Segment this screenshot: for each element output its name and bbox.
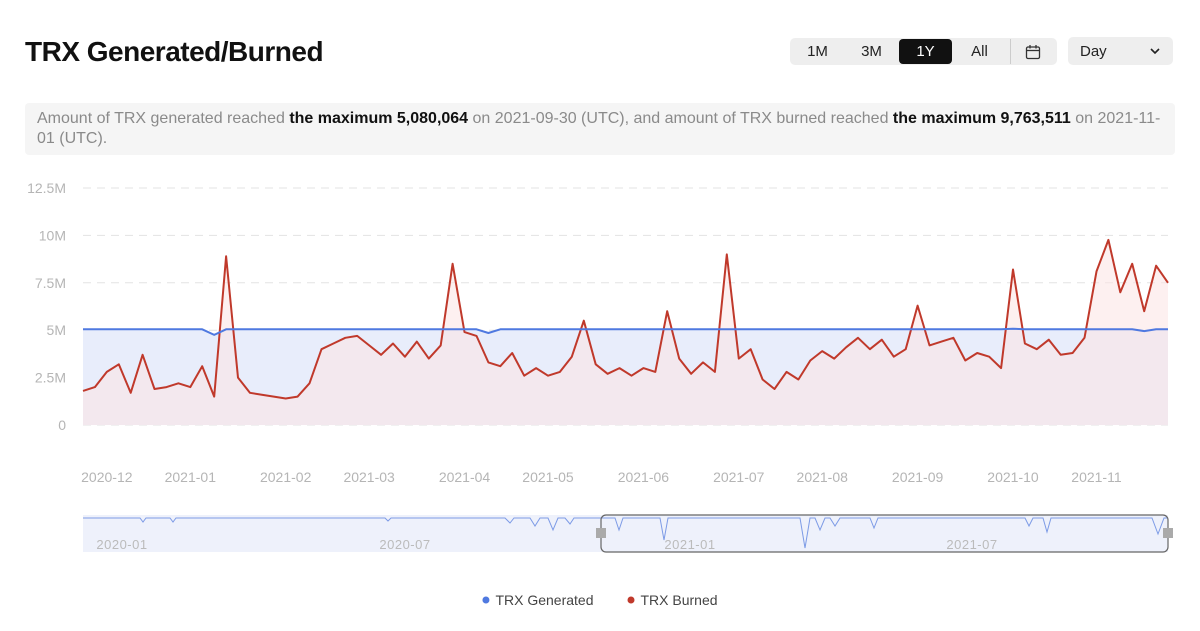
- y-tick-label: 5M: [47, 322, 66, 338]
- summary-highlight: the maximum 9,763,511: [892, 110, 1071, 127]
- range-button[interactable]: 3M: [861, 43, 882, 60]
- x-tick-label: 2021-03: [343, 469, 395, 485]
- y-tick-label: 12.5M: [27, 180, 66, 196]
- area-fill: [83, 239, 1168, 425]
- legend-label: TRX Burned: [641, 592, 718, 608]
- x-tick-label: 2021-11: [1071, 469, 1122, 485]
- x-tick-label: 2021-04: [439, 469, 491, 485]
- navigator-label: 2020-07: [379, 537, 430, 552]
- navigator-line: [83, 517, 1168, 549]
- navigator-label: 2020-01: [96, 537, 147, 552]
- dropdown-arrow: [1150, 48, 1160, 55]
- y-tick-label: 10M: [39, 227, 66, 243]
- calendar-icon: [1025, 44, 1041, 59]
- navigator-label: 2021-07: [946, 537, 997, 552]
- summary-text: on 2021-11-01 (UTC).: [37, 110, 1161, 147]
- navigator-labels: 2020-01 2020-07 2021-01 2021-07: [96, 537, 997, 552]
- range-button[interactable]: All: [971, 43, 988, 60]
- legend-marker: [627, 596, 635, 604]
- x-tick-label: 2021-07: [713, 469, 765, 485]
- navigator-label: 2021-01: [664, 537, 715, 552]
- x-tick-label: 2021-09: [892, 469, 944, 485]
- x-tick-label: 2021-02: [260, 469, 312, 485]
- x-tick-label: 2021-08: [797, 469, 849, 485]
- interval-dropdown[interactable]: Day: [1068, 37, 1173, 65]
- y-tick-label: 2.5M: [35, 370, 66, 386]
- series-line: [82, 238, 1169, 400]
- x-tick-label: 2021-06: [618, 469, 670, 485]
- legend-label: TRX Generated: [495, 592, 593, 608]
- legend: TRX Generated TRX Burned: [482, 592, 718, 608]
- chart-title: TRX Generated/Burned: [25, 36, 324, 67]
- summary-highlight: the maximum 5,080,064: [289, 110, 469, 127]
- series-line: [83, 327, 1168, 336]
- interval-label: Day: [1080, 42, 1107, 60]
- range-button[interactable]: 1M: [807, 43, 828, 60]
- x-tick-label: 2021-10: [987, 469, 1039, 485]
- range-selector: 1M 3M 1Y All: [790, 38, 1057, 65]
- navigator-background: [83, 515, 1168, 552]
- y-tick-label: 0: [58, 417, 66, 433]
- navigator-handle[interactable]: [1163, 528, 1173, 538]
- navigator-handle[interactable]: [596, 528, 606, 538]
- y-tick-label: 7.5M: [35, 275, 66, 291]
- range-button[interactable]: 1Y: [899, 39, 952, 64]
- x-tick-label: 2020-12: [81, 469, 133, 485]
- x-tick-label: 2021-01: [165, 469, 217, 485]
- x-tick-label: 2021-05: [522, 469, 574, 485]
- calendar-button[interactable]: [1010, 39, 1055, 64]
- summary: Amount of TRX generated reached the maxi…: [25, 103, 1175, 155]
- summary-text: on 2021-09-30 (UTC), and amount of TRX b…: [468, 110, 893, 127]
- legend-marker: [482, 596, 490, 604]
- summary-text: Amount of TRX generated reached: [37, 110, 290, 127]
